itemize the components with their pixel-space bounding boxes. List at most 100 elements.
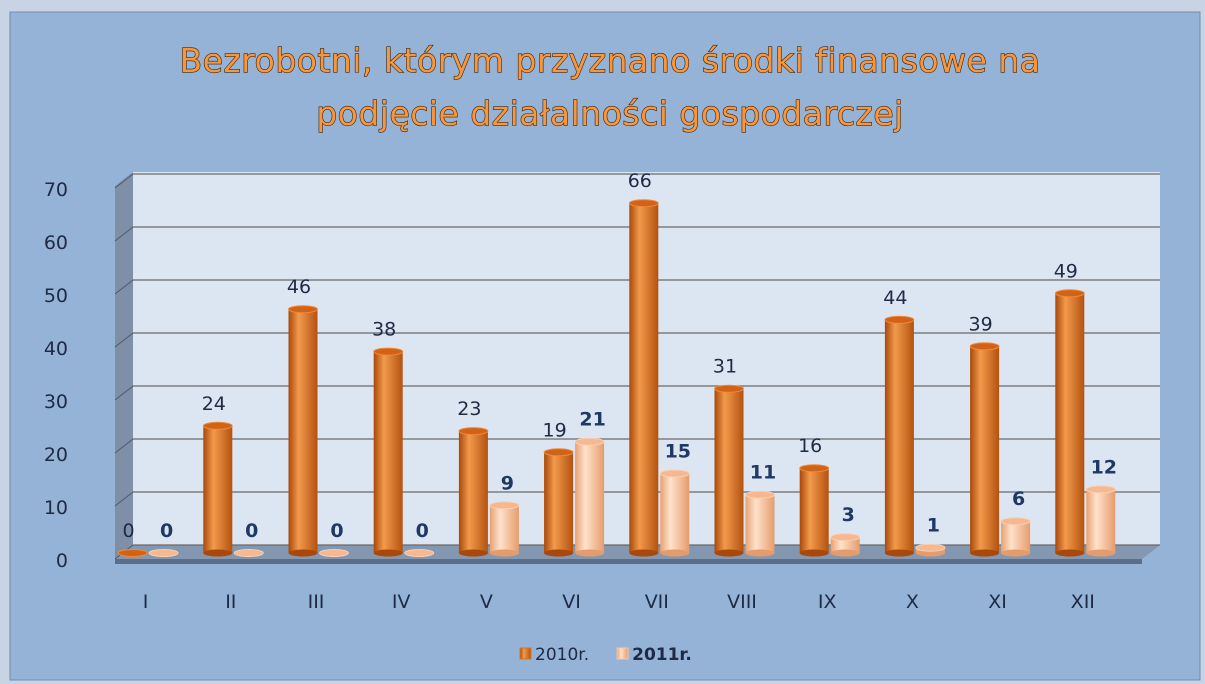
chart-title: Bezrobotni, którym przyznano środki fina…	[180, 41, 1041, 80]
bar-cap	[745, 490, 775, 499]
bar	[489, 505, 519, 553]
x-tick-label: IV	[392, 591, 411, 613]
bar-cap	[1085, 485, 1116, 494]
legend-swatch	[519, 647, 532, 660]
bar-base	[970, 549, 1000, 557]
bar	[544, 452, 574, 553]
y-tick-label: 10	[44, 497, 68, 519]
data-label: 3	[842, 504, 855, 526]
bar-cap	[969, 342, 1000, 351]
bar	[745, 494, 775, 553]
data-label: 24	[202, 393, 226, 415]
x-tick-label: VII	[645, 591, 669, 613]
y-tick-label: 0	[56, 550, 68, 572]
x-tick-label: III	[308, 591, 325, 613]
grid-line-side	[114, 332, 134, 348]
bar-base	[458, 549, 488, 557]
bar	[660, 473, 690, 553]
bar-cap	[574, 437, 605, 446]
data-label: 0	[123, 520, 135, 542]
bar-base	[544, 549, 574, 557]
legend-swatch	[616, 647, 629, 660]
bar	[830, 537, 860, 553]
bar-base	[915, 549, 945, 557]
bar-base	[575, 549, 605, 557]
bar-cap	[117, 549, 148, 557]
bar-cap	[628, 199, 659, 208]
bar-cap	[1054, 289, 1085, 298]
x-tick-label: I	[143, 591, 149, 613]
bar	[1086, 489, 1116, 553]
bar-cap	[659, 469, 690, 478]
bar-base	[489, 549, 519, 557]
bar	[1055, 293, 1085, 553]
bar-cap	[489, 501, 520, 510]
legend-label: 2010r.	[535, 645, 589, 665]
y-tick-label: 60	[44, 232, 68, 254]
data-label: 66	[628, 170, 652, 192]
bar-cap	[458, 427, 489, 436]
x-tick-label: XI	[988, 591, 1007, 613]
y-tick-label: 50	[44, 285, 68, 307]
grid-line-side	[114, 226, 134, 242]
x-tick-label: II	[225, 591, 236, 613]
bar	[203, 425, 233, 553]
bar-base	[1001, 549, 1031, 557]
y-tick-label: 70	[44, 179, 68, 201]
bar-cap	[202, 421, 233, 430]
grid-line-side	[114, 173, 134, 189]
bar	[970, 346, 1000, 553]
bar-base	[373, 549, 403, 557]
bar	[1001, 521, 1031, 553]
bar	[575, 441, 605, 553]
data-label: 44	[883, 287, 907, 309]
data-label: 21	[579, 409, 605, 431]
bar-cap	[404, 549, 435, 557]
bar	[288, 309, 318, 553]
bar	[458, 431, 488, 553]
data-label: 0	[330, 520, 343, 542]
x-tick-label: VI	[562, 591, 581, 613]
bar-cap	[830, 533, 861, 542]
bar-base	[799, 549, 829, 557]
legend-label: 2011r.	[632, 645, 692, 665]
data-label: 39	[969, 313, 993, 335]
bar-base	[203, 549, 233, 557]
bar	[714, 388, 744, 553]
data-label: 12	[1091, 456, 1117, 478]
bar-cap	[1000, 517, 1031, 526]
bar-cap	[799, 464, 830, 473]
bar	[884, 319, 914, 553]
bar-cap	[884, 315, 915, 324]
bar-cap	[543, 448, 574, 457]
bar-base	[1086, 549, 1116, 557]
bar	[373, 351, 403, 553]
data-label: 49	[1054, 260, 1078, 282]
bar-base	[629, 549, 659, 557]
grid-line-side	[114, 279, 134, 295]
side-wall	[115, 172, 133, 559]
data-label: 0	[245, 520, 258, 542]
x-tick-label: V	[480, 591, 493, 613]
data-label: 38	[372, 319, 396, 341]
bar-base	[745, 549, 775, 557]
data-label: 15	[665, 441, 691, 463]
bar-base	[714, 549, 744, 557]
data-label: 23	[457, 398, 481, 420]
bar-base	[288, 549, 318, 557]
bar-cap	[915, 543, 946, 552]
data-label: 16	[798, 435, 822, 457]
data-label: 19	[543, 419, 567, 441]
x-tick-label: VIII	[727, 591, 757, 613]
bar-cap	[319, 549, 349, 557]
floor-edge	[115, 559, 1142, 564]
y-tick-label: 20	[44, 444, 68, 466]
data-label: 46	[287, 276, 311, 298]
bar-cap	[288, 305, 318, 314]
data-label: 1	[927, 515, 940, 537]
data-label: 11	[750, 462, 776, 484]
bar-base	[830, 549, 860, 557]
y-tick-label: 30	[44, 391, 68, 413]
grid-line-side	[114, 438, 134, 454]
